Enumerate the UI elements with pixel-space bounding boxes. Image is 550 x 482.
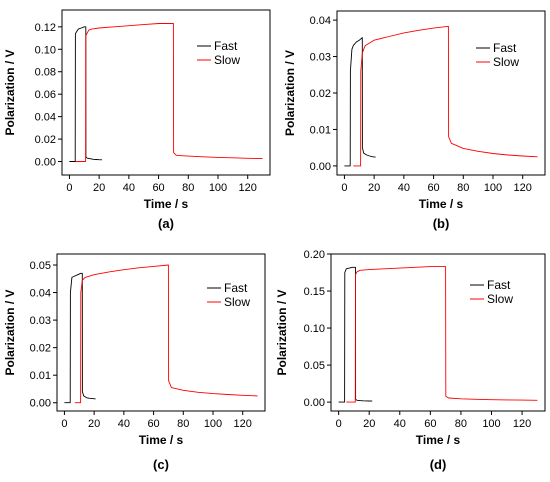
panel-a-x-tick-label: 80 xyxy=(182,182,194,194)
panel-d-x-tick-label: 80 xyxy=(455,418,467,430)
panel-d-x-tick-label: 120 xyxy=(513,418,531,430)
panel-b-y-tick-label: 0.04 xyxy=(310,15,331,27)
panel-c-x-tick-label: 20 xyxy=(88,418,100,430)
panel-d-x-tick-label: 100 xyxy=(482,418,500,430)
panel-d-x-tick-label: 60 xyxy=(424,418,436,430)
panel-d-y-tick-label: 0.10 xyxy=(304,323,325,335)
panel-d-y-tick-label: 0.05 xyxy=(304,360,325,372)
panel-a-x-tick-label: 20 xyxy=(93,182,105,194)
panel-d-legend-label-slow: Slow xyxy=(487,292,513,306)
panel-c-x-tick-label: 40 xyxy=(118,418,130,430)
panel-a-x-tick-label: 120 xyxy=(239,182,257,194)
panel-b-plot-frame xyxy=(336,10,546,176)
panel-d-x-axis-label: Time / s xyxy=(416,433,461,447)
panel-b-x-tick-label: 80 xyxy=(457,182,469,194)
panel-a-y-tick-label: 0.10 xyxy=(35,44,56,56)
panel-b-x-tick-label: 100 xyxy=(484,182,502,194)
panel-b-legend-label-fast: Fast xyxy=(493,41,517,55)
panel-d-x-tick-label: 40 xyxy=(394,418,406,430)
panel-d-x-tick-label: 0 xyxy=(336,418,342,430)
panel-c-y-tick-label: 0.02 xyxy=(30,343,51,355)
panel-c-x-tick-label: 120 xyxy=(234,418,252,430)
panel-c-y-tick-label: 0.01 xyxy=(30,370,51,382)
panel-b-y-tick-label: 0.03 xyxy=(310,52,331,64)
panel-a-y-tick-label: 0.06 xyxy=(35,89,56,101)
panel-d-y-axis-label: Polarization / V xyxy=(275,289,289,375)
panel-b-series-slow-line xyxy=(353,25,538,167)
panel-a-y-tick-label: 0.04 xyxy=(35,112,56,124)
panel-c-x-axis-label: Time / s xyxy=(139,433,184,447)
panel-d-y-tick-label: 0.15 xyxy=(304,286,325,298)
panel-a-y-tick-label: 0.08 xyxy=(35,67,56,79)
panel-b-x-tick-label: 20 xyxy=(368,182,380,194)
panel-a-legend-label-slow: Slow xyxy=(214,53,240,67)
panel-b-x-tick-label: 40 xyxy=(398,182,410,194)
panel-b-y-axis-label: Polarization / V xyxy=(283,50,297,136)
panel-a-x-tick-label: 60 xyxy=(152,182,164,194)
panel-a-y-tick-label: 0.12 xyxy=(35,22,56,34)
panel-a-x-tick-label: 40 xyxy=(123,182,135,194)
panel-b-y-tick-label: 0.00 xyxy=(310,161,331,173)
panel-c-x-tick-label: 0 xyxy=(61,418,67,430)
panel-a-x-axis-label: Time / s xyxy=(144,197,189,211)
panel-a-x-tick-label: 100 xyxy=(209,182,227,194)
panel-a-x-tick-label: 0 xyxy=(66,182,72,194)
panel-b-caption-label: (b) xyxy=(433,216,450,231)
panel-c-y-tick-label: 0.03 xyxy=(30,315,51,327)
panel-a-y-tick-label: 0.00 xyxy=(35,157,56,169)
panel-a-plot-frame xyxy=(61,9,271,176)
panel-d-caption-label: (d) xyxy=(430,457,447,472)
panel-b-series-fast-line xyxy=(344,37,376,167)
panel-b-legend-label-slow: Slow xyxy=(493,55,519,69)
panel-c-plot-frame xyxy=(56,253,266,412)
panel-d-legend-label-fast: Fast xyxy=(487,278,511,292)
panel-c-x-tick-label: 100 xyxy=(204,418,222,430)
panel-b-y-tick-label: 0.02 xyxy=(310,88,331,100)
panel-c-x-tick-label: 80 xyxy=(177,418,189,430)
panel-d-plot-frame xyxy=(330,253,546,412)
panel-c-y-tick-label: 0.00 xyxy=(30,398,51,410)
panel-d-y-tick-label: 0.20 xyxy=(304,249,325,261)
panel-c-legend-label-slow: Slow xyxy=(224,295,250,309)
panel-c-series-fast-line xyxy=(64,272,96,404)
panel-b-x-tick-label: 60 xyxy=(427,182,439,194)
panel-c-legend-label-fast: Fast xyxy=(224,281,248,295)
panel-d-y-tick-label: 0.00 xyxy=(304,397,325,409)
panel-a-series-slow-line xyxy=(75,23,263,162)
panel-b-x-tick-label: 120 xyxy=(514,182,532,194)
panel-c-y-tick-label: 0.05 xyxy=(30,260,51,272)
panel-d-series-slow-line xyxy=(346,266,538,403)
panel-c-x-tick-label: 60 xyxy=(147,418,159,430)
panel-a-y-tick-label: 0.02 xyxy=(35,134,56,146)
panel-d-x-tick-label: 20 xyxy=(363,418,375,430)
panel-c-caption-label: (c) xyxy=(153,457,169,472)
panel-a-y-axis-label: Polarization / V xyxy=(3,49,17,135)
panel-b-x-tick-label: 0 xyxy=(341,182,347,194)
panel-c-y-axis-label: Polarization / V xyxy=(3,289,17,375)
panel-a-legend-label-fast: Fast xyxy=(214,39,238,53)
panel-b-y-tick-label: 0.01 xyxy=(310,124,331,136)
panel-a-caption-label: (a) xyxy=(158,216,174,231)
panel-c-series-slow-line xyxy=(74,264,258,404)
panel-b-x-axis-label: Time / s xyxy=(419,197,464,211)
panel-c-y-tick-label: 0.04 xyxy=(30,288,51,300)
